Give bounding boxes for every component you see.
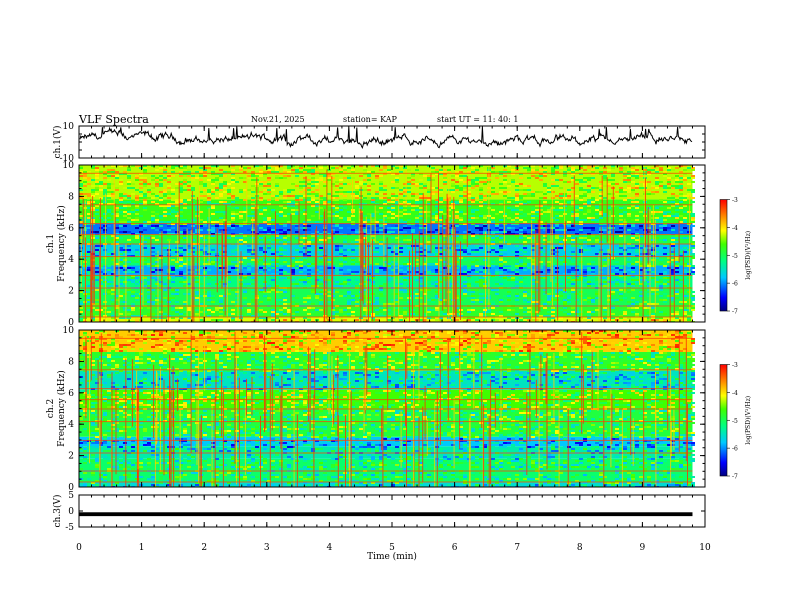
x-tick-label-3: 3 <box>264 543 270 553</box>
ch1-waveform-ylabel: ch.1(V) <box>52 126 63 159</box>
spec2-colorbar <box>719 364 728 477</box>
x-tick-label-6: 6 <box>452 543 458 553</box>
spec1-ylabel-ch: ch.1 <box>46 234 56 253</box>
spec1-cb-label-2: -5 <box>732 253 738 260</box>
spec1-ytick-label-5: 10 <box>63 161 75 171</box>
x-tick-label-8: 8 <box>577 543 583 553</box>
spec1-colorbar <box>719 199 728 312</box>
spec1-ytick-label-3: 6 <box>68 224 74 234</box>
spec2-ytick-label-1: 2 <box>68 452 74 462</box>
spec2-cb-label-3: -6 <box>732 446 738 453</box>
x-tick-label-5: 5 <box>389 543 395 553</box>
spec1-ylabel-freq: Frequency (kHz) <box>56 205 67 282</box>
spec1-cb-title: log(PSD)(V²/Hz) <box>745 231 752 280</box>
spec2-ytick-label-4: 8 <box>68 357 74 367</box>
x-tick-label-7: 7 <box>514 543 520 553</box>
x-tick-label-2: 2 <box>201 543 207 553</box>
spec1-heatmap <box>79 165 695 322</box>
spec1-ytick-label-1: 2 <box>68 287 74 297</box>
start-time-label: start UT = 11: 40: 1 <box>437 115 519 124</box>
ch1-waveform-line <box>79 126 693 149</box>
x-axis-title: Time (min) <box>367 551 417 562</box>
spec1-cb-label-1: -4 <box>732 225 738 232</box>
x-tick-label-1: 1 <box>139 543 145 553</box>
ch3-level-bar <box>79 512 693 517</box>
spec1-cb-label-3: -6 <box>732 281 738 288</box>
spec2-ytick-label-3: 6 <box>68 389 74 399</box>
chart-title: VLF Spectra <box>79 113 149 126</box>
spec2-heatmap <box>79 330 695 487</box>
spec1-ytick-label-0: 0 <box>68 318 74 328</box>
spec2-cb-label-1: -4 <box>732 390 738 397</box>
spec1-ytick-label-2: 4 <box>68 255 74 265</box>
spec1-band-0 <box>79 317 693 322</box>
spec1-tones <box>79 172 693 318</box>
spec2-cb-label-4: -7 <box>732 474 738 481</box>
x-tick-label-10: 10 <box>699 543 711 553</box>
spec2-cb-label-0: -3 <box>732 362 738 369</box>
spec1-ytick-label-4: 8 <box>68 192 74 202</box>
spec1-impulses <box>80 166 691 322</box>
ch1-ytick-label-0: -10 <box>60 154 75 164</box>
x-tick-label-9: 9 <box>640 543 646 553</box>
ch3-ytick-label-0: -5 <box>65 523 74 533</box>
spec2-cb-label-2: -5 <box>732 418 738 425</box>
spec2-ytick-label-0: 0 <box>68 483 74 493</box>
spec2-ylabel-ch: ch.2 <box>46 399 56 418</box>
ch3-waveform-ylabel: ch.3(V) <box>52 495 63 528</box>
spec2-ylabel-freq: Frequency (kHz) <box>56 370 67 447</box>
ch3-ytick-label-2: 5 <box>68 491 74 501</box>
spec1-band-8 <box>79 223 693 235</box>
spec1-cb-label-4: -7 <box>732 309 738 316</box>
spec2-ytick-label-2: 4 <box>68 420 74 430</box>
ch3-ytick-label-1: 0 <box>68 507 74 517</box>
spec2-cb-title: log(PSD)(V²/Hz) <box>745 396 752 445</box>
ch1-ytick-label-1: 10 <box>63 122 75 132</box>
date-label: Nov.21, 2025 <box>251 115 305 124</box>
station-label: station= KAP <box>343 115 397 124</box>
spec1-cb-label-0: -3 <box>732 197 738 204</box>
spec2-ytick-label-5: 10 <box>63 326 75 336</box>
spec2-tones <box>79 337 693 483</box>
spec2-band-0 <box>79 482 693 487</box>
x-tick-label-4: 4 <box>327 543 333 553</box>
x-tick-label-0: 0 <box>76 543 82 553</box>
